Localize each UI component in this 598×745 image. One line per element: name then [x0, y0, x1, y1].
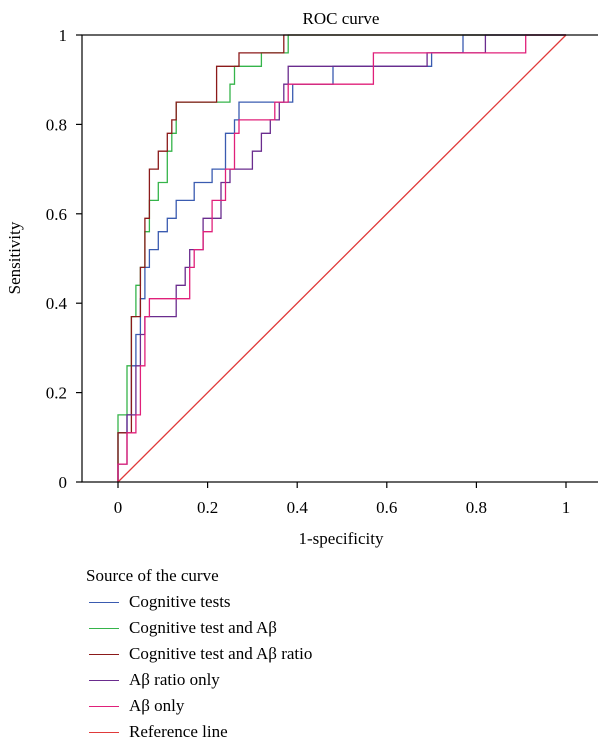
legend-swatch — [89, 601, 119, 603]
series-line-2 — [117, 34, 566, 482]
x-tick-label: 0.8 — [466, 498, 487, 517]
plot-frame — [81, 34, 598, 483]
legend-swatch — [89, 653, 119, 655]
y-tick-label: 1 — [59, 26, 68, 45]
x-tick-label: 0.2 — [197, 498, 218, 517]
legend-item: Cognitive test and Aβ ratio — [89, 641, 312, 667]
legend-item: Aβ only — [89, 693, 312, 719]
x-tick-label: 0.6 — [376, 498, 397, 517]
y-tick-label: 0.2 — [46, 384, 67, 403]
legend-label: Cognitive tests — [129, 592, 231, 611]
y-tick-label: 0.4 — [46, 294, 68, 313]
y-axis-label: Sensitivity — [5, 221, 24, 294]
legend-label: Cognitive test and Aβ — [129, 618, 277, 637]
legend-label: Aβ only — [129, 696, 185, 715]
legend-label: Cognitive test and Aβ ratio — [129, 644, 313, 663]
plot-lines — [117, 34, 567, 483]
legend-label: Aβ ratio only — [129, 670, 220, 689]
legend-item: Reference line — [89, 719, 312, 745]
x-axis-ticks: 0 0.2 0.4 0.6 0.8 1 — [114, 482, 571, 517]
legend-swatch — [89, 627, 119, 629]
legend: Source of the curve Cognitive tests Cogni… — [86, 563, 312, 745]
legend-title: Source of the curve — [86, 566, 219, 585]
legend-swatch — [89, 679, 119, 681]
y-tick-label: 0.8 — [46, 115, 67, 134]
legend-swatch — [89, 705, 119, 707]
legend-swatch — [89, 731, 119, 733]
x-tick-label: 0 — [114, 498, 123, 517]
y-tick-label: 0.6 — [46, 205, 67, 224]
series-line-5 — [117, 34, 567, 483]
chart-title: ROC curve — [303, 9, 380, 28]
legend-item: Cognitive tests — [89, 589, 312, 615]
series-line-4 — [117, 34, 566, 482]
legend-items: Cognitive tests Cognitive test and Aβ Cogn… — [86, 589, 312, 745]
x-tick-label: 0.4 — [287, 498, 309, 517]
series-line-3 — [117, 34, 566, 482]
y-tick-label: 0 — [59, 473, 68, 492]
roc-chart: ROC curve 0 0.2 0.4 0.6 0.8 1 00.20.40.60.81 … — [5, 9, 598, 548]
legend-item: Cognitive test and Aβ — [89, 615, 312, 641]
legend-label: Reference line — [129, 722, 228, 741]
x-tick-label: 1 — [562, 498, 571, 517]
x-axis-label: 1-specificity — [299, 529, 384, 548]
legend-item: Aβ ratio only — [89, 667, 312, 693]
y-axis-ticks: 0 0.2 0.4 0.6 0.8 1 — [46, 26, 82, 492]
